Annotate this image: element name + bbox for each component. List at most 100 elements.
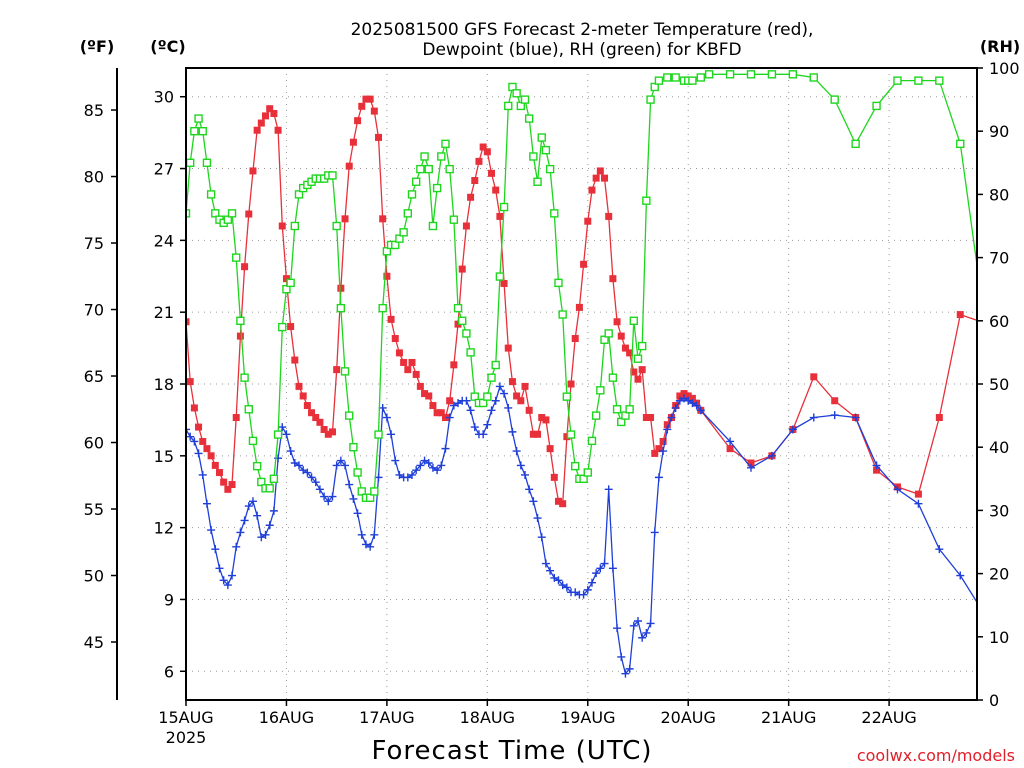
dewpoint-point <box>287 447 295 455</box>
dewpoint-point <box>542 560 550 568</box>
dewpoint-point <box>316 485 324 493</box>
temperature-point <box>576 304 583 311</box>
temperature-point <box>584 218 591 225</box>
rh-point <box>530 153 537 160</box>
tick-label-celsius: 6 <box>164 662 174 681</box>
temperature-point <box>459 266 466 273</box>
temperature-point <box>635 376 642 383</box>
dewpoint-point <box>253 512 261 520</box>
temperature-point <box>547 445 554 452</box>
rh-point <box>597 387 604 394</box>
temperature-point <box>237 333 244 340</box>
dewpoint-point <box>467 406 475 414</box>
rh-point <box>249 437 256 444</box>
rh-point <box>229 210 236 217</box>
temperature-point <box>396 349 403 356</box>
temperature-point <box>647 414 654 421</box>
temperature-point <box>501 280 508 287</box>
rh-point <box>442 140 449 147</box>
rh-point <box>542 147 549 154</box>
rh-point <box>689 77 696 84</box>
temperature-point <box>810 373 817 380</box>
dewpoint-point <box>504 404 512 412</box>
rh-point <box>614 406 621 413</box>
dewpoint-point <box>282 430 290 438</box>
dewpoint-point <box>613 624 621 632</box>
rh-point <box>978 292 985 299</box>
rh-point <box>375 431 382 438</box>
temperature-point <box>413 371 420 378</box>
tick-label-celsius: 15 <box>154 447 174 466</box>
rh-point <box>501 204 508 211</box>
rh-point <box>513 90 520 97</box>
temperature-point <box>329 428 336 435</box>
dewpoint-point <box>207 526 215 534</box>
temperature-point <box>999 464 1006 471</box>
rh-point <box>655 77 662 84</box>
temperature-point <box>296 383 303 390</box>
temperature-point <box>354 117 361 124</box>
rh-point <box>354 469 361 476</box>
rh-point <box>584 469 591 476</box>
rh-point <box>429 223 436 230</box>
dewpoint-point <box>232 543 240 551</box>
temperature-point <box>379 215 386 222</box>
temperature-point <box>300 392 307 399</box>
rh-point <box>555 279 562 286</box>
rh-point <box>455 305 462 312</box>
temperature-point <box>593 175 600 182</box>
temperature-point <box>475 158 482 165</box>
dewpoint-point <box>387 430 395 438</box>
rh-point <box>534 178 541 185</box>
temperature-point <box>291 357 298 364</box>
rh-line <box>186 74 1024 498</box>
temperature-point <box>509 378 516 385</box>
temperature-point <box>522 383 529 390</box>
chart: 2025081500 GFS Forecast 2-meter Temperat… <box>0 0 1024 768</box>
tick-label-x: 18AUG <box>460 708 515 727</box>
dewpoint-point <box>534 514 542 522</box>
rh-series <box>183 71 1024 501</box>
temperature-point <box>639 366 646 373</box>
unit-fahrenheit-label: (ºF) <box>80 37 115 56</box>
rh-point <box>768 71 775 78</box>
credit-text: coolwx.com/models <box>857 746 1015 765</box>
rh-point <box>413 178 420 185</box>
dewpoint-point <box>496 382 504 390</box>
rh-point <box>626 406 633 413</box>
rh-point <box>254 463 261 470</box>
rh-point <box>639 343 646 350</box>
temperature-point <box>404 366 411 373</box>
series-clip-group <box>182 71 1024 678</box>
dewpoint-point <box>651 528 659 536</box>
x-axis-year: 2025 <box>166 728 207 747</box>
temperature-point <box>262 112 269 119</box>
rh-point <box>484 393 491 400</box>
rh-point <box>233 254 240 261</box>
dewpoint-point <box>215 564 223 572</box>
tick-label-rh: 30 <box>989 501 1009 520</box>
temperature-point <box>597 167 604 174</box>
temperature-point <box>1020 560 1024 567</box>
tick-label-x: 21AUG <box>761 708 816 727</box>
dewpoint-point <box>508 428 516 436</box>
rh-point <box>664 74 671 81</box>
rh-point <box>199 128 206 135</box>
temperature-point <box>446 397 453 404</box>
dewpoint-point <box>609 564 617 572</box>
rh-point <box>810 74 817 81</box>
tick-label-fahrenheit: 75 <box>84 234 104 253</box>
temperature-point <box>241 263 248 270</box>
rh-point <box>572 463 579 470</box>
temperature-point <box>467 194 474 201</box>
axes: 6 9 12 15 18 21 24 27 30 15AUG 16AUG 17AUG 18AUG 19AU… <box>84 59 1020 727</box>
temperature-point <box>350 139 357 146</box>
rh-point <box>203 159 210 166</box>
temperature-point <box>572 335 579 342</box>
tick-label-rh: 0 <box>989 691 999 710</box>
tick-label-celsius: 9 <box>164 590 174 609</box>
temperature-point <box>316 419 323 426</box>
dewpoint-point <box>358 531 366 539</box>
temperature-point <box>580 261 587 268</box>
rh-point <box>191 128 198 135</box>
